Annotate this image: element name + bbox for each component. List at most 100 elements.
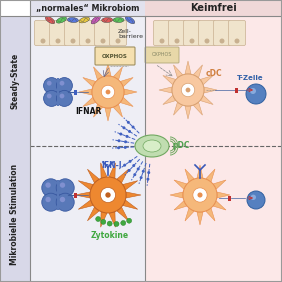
- Bar: [30, 146, 145, 282]
- Polygon shape: [83, 78, 96, 87]
- Polygon shape: [75, 192, 90, 198]
- Polygon shape: [200, 76, 213, 85]
- Polygon shape: [197, 212, 203, 225]
- Ellipse shape: [125, 16, 135, 24]
- Ellipse shape: [102, 17, 113, 23]
- Circle shape: [117, 146, 120, 149]
- Polygon shape: [109, 212, 115, 227]
- Polygon shape: [163, 76, 176, 85]
- Polygon shape: [117, 207, 129, 221]
- Bar: [30, 16, 145, 146]
- Bar: [145, 0, 282, 16]
- Circle shape: [172, 74, 204, 106]
- Polygon shape: [173, 65, 183, 78]
- Circle shape: [118, 139, 120, 142]
- Circle shape: [127, 218, 132, 223]
- FancyBboxPatch shape: [95, 47, 135, 65]
- Ellipse shape: [67, 17, 78, 23]
- Polygon shape: [185, 169, 194, 182]
- Text: cDC: cDC: [206, 69, 222, 78]
- Ellipse shape: [45, 16, 55, 24]
- Circle shape: [100, 39, 105, 43]
- Circle shape: [56, 193, 74, 211]
- Bar: [57, 180, 59, 210]
- Circle shape: [60, 197, 65, 202]
- Circle shape: [247, 191, 265, 209]
- Circle shape: [56, 91, 72, 106]
- Circle shape: [116, 39, 120, 43]
- Polygon shape: [113, 67, 122, 80]
- FancyBboxPatch shape: [109, 21, 127, 45]
- Ellipse shape: [91, 16, 100, 24]
- Circle shape: [101, 85, 115, 99]
- Polygon shape: [126, 192, 141, 198]
- Polygon shape: [170, 192, 183, 198]
- Circle shape: [96, 217, 101, 221]
- Ellipse shape: [113, 17, 124, 23]
- Polygon shape: [120, 78, 133, 87]
- Circle shape: [121, 221, 126, 226]
- Circle shape: [60, 182, 65, 188]
- Circle shape: [193, 188, 207, 202]
- Circle shape: [183, 178, 217, 212]
- Circle shape: [129, 160, 131, 163]
- Circle shape: [101, 219, 106, 224]
- Polygon shape: [185, 61, 191, 74]
- Bar: [235, 87, 238, 92]
- Text: Zell-
barriere: Zell- barriere: [118, 28, 143, 39]
- Circle shape: [85, 39, 91, 43]
- Circle shape: [131, 125, 135, 129]
- Circle shape: [235, 39, 239, 43]
- Polygon shape: [79, 89, 92, 95]
- Circle shape: [114, 221, 119, 226]
- Polygon shape: [83, 97, 96, 107]
- Circle shape: [128, 169, 131, 172]
- Polygon shape: [123, 181, 138, 190]
- Circle shape: [42, 179, 60, 197]
- Circle shape: [60, 94, 64, 98]
- Bar: [30, 0, 145, 16]
- Polygon shape: [105, 108, 111, 121]
- Circle shape: [132, 164, 135, 167]
- Bar: [74, 89, 77, 94]
- Circle shape: [246, 84, 266, 104]
- Polygon shape: [206, 169, 215, 182]
- Ellipse shape: [79, 17, 90, 23]
- Text: T-Zelle: T-Zelle: [237, 75, 263, 81]
- Polygon shape: [94, 104, 103, 117]
- Polygon shape: [174, 201, 187, 210]
- Circle shape: [133, 173, 136, 176]
- Text: Keimfrei: Keimfrei: [190, 3, 237, 13]
- Text: „normales“ Mikrobiom: „normales“ Mikrobiom: [36, 3, 139, 12]
- Text: IFNAR: IFNAR: [75, 107, 101, 116]
- Circle shape: [175, 39, 180, 43]
- Polygon shape: [101, 163, 107, 178]
- Polygon shape: [204, 87, 217, 93]
- Polygon shape: [217, 192, 230, 198]
- Polygon shape: [123, 200, 138, 209]
- Circle shape: [250, 88, 256, 94]
- Circle shape: [219, 39, 224, 43]
- FancyBboxPatch shape: [184, 21, 201, 45]
- Circle shape: [44, 78, 60, 94]
- FancyBboxPatch shape: [145, 47, 179, 63]
- Circle shape: [146, 178, 149, 181]
- Circle shape: [190, 39, 195, 43]
- Circle shape: [122, 126, 125, 129]
- FancyBboxPatch shape: [199, 21, 215, 45]
- FancyBboxPatch shape: [34, 21, 52, 45]
- FancyBboxPatch shape: [65, 21, 81, 45]
- FancyBboxPatch shape: [228, 21, 246, 45]
- Circle shape: [127, 121, 130, 124]
- Circle shape: [45, 197, 51, 202]
- Circle shape: [56, 39, 61, 43]
- Polygon shape: [124, 89, 137, 95]
- Circle shape: [42, 193, 60, 211]
- Bar: [0, 146, 30, 282]
- Circle shape: [119, 133, 122, 136]
- Polygon shape: [185, 106, 191, 119]
- Polygon shape: [120, 97, 133, 107]
- Circle shape: [44, 91, 60, 106]
- Circle shape: [128, 130, 131, 133]
- Bar: [228, 195, 231, 201]
